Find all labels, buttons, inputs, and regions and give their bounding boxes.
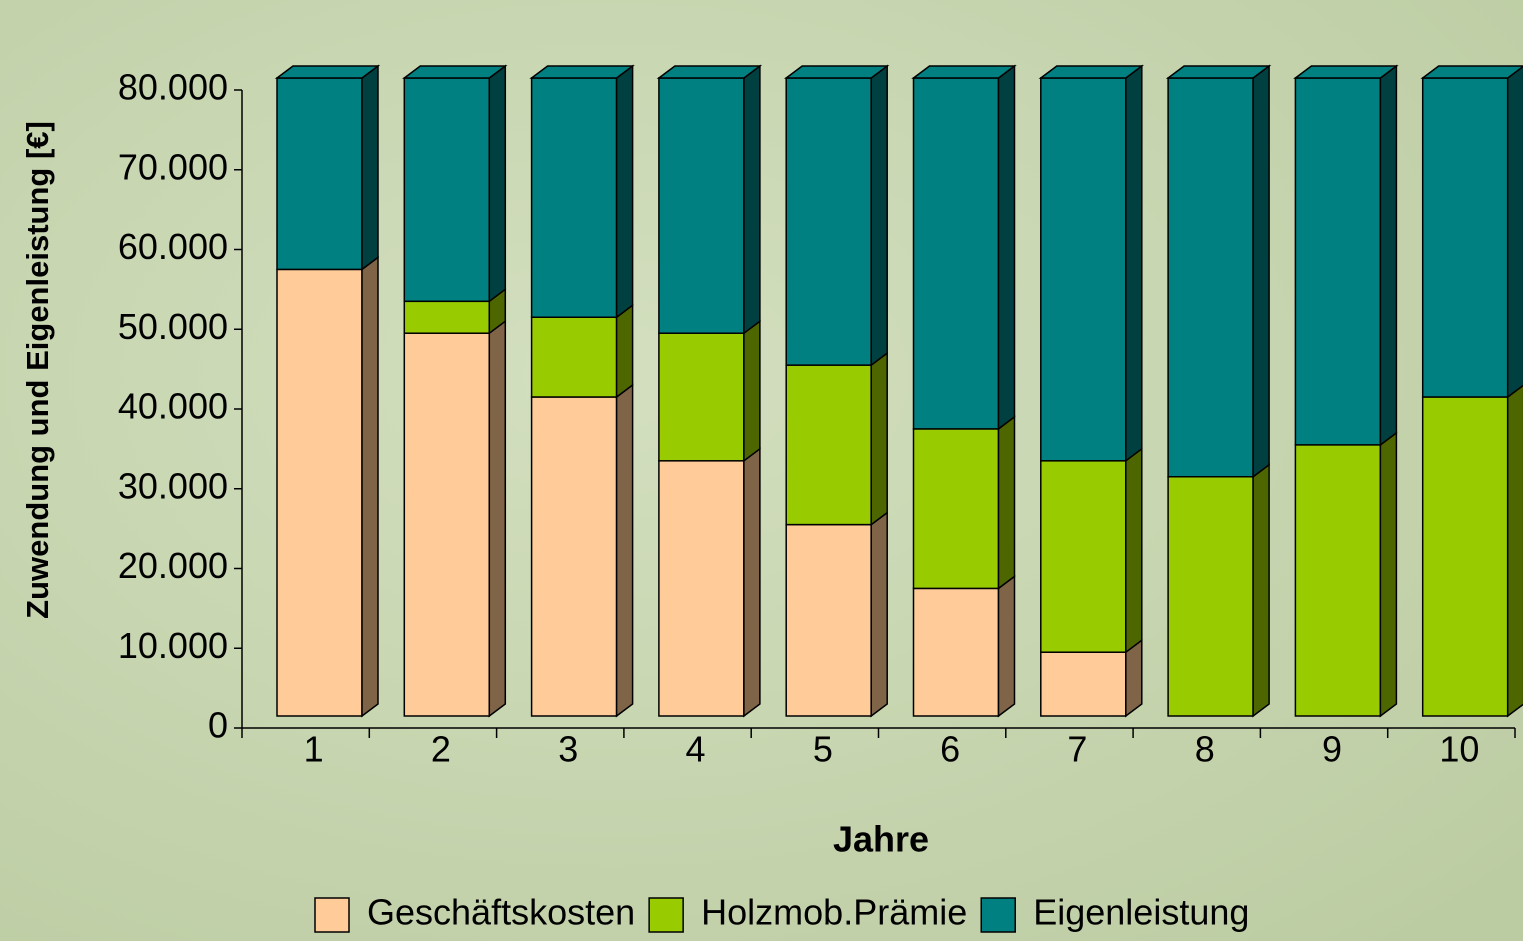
x-tick-label: 7 [1067,729,1087,770]
x-axis-label: Jahre [833,819,929,860]
bar-segment [1167,476,1254,717]
bar-top [1293,65,1399,79]
bar-segment [912,428,1000,590]
bar-segment [658,460,745,717]
x-tick-label: 9 [1322,729,1342,770]
bar-segment [403,332,491,717]
bar-segment [1294,77,1382,446]
legend-swatch [314,897,350,933]
x-tick-label: 1 [304,729,324,770]
bar-segment [403,300,491,334]
bar-segment [1040,651,1127,717]
bar-segment [658,77,745,334]
bar-segment [1040,77,1127,462]
bar-top [274,65,381,79]
bar-side [997,574,1016,718]
bar-top [783,65,890,79]
bar-side [488,319,507,718]
bar-side [1125,64,1143,463]
bar-segment [912,587,1000,717]
x-tick-label: 2 [431,729,451,770]
bar-side [1125,638,1143,718]
bar-side [1252,463,1270,718]
y-tick-label: 80.000 [118,67,228,108]
bar-segment [1421,77,1509,398]
bar-side [1379,64,1398,447]
bar-segment [276,77,363,271]
bar-side [1379,431,1398,718]
bar-side [1252,64,1270,479]
y-tick-label: 60.000 [118,226,228,267]
bar-side [997,415,1016,590]
bar-segment [658,332,745,462]
bar-side [1506,384,1523,718]
bar-side [361,64,379,271]
y-tick-label: 0 [208,705,228,746]
legend-swatch [980,897,1016,933]
y-tick-label: 30.000 [118,465,228,506]
y-axis-label: Zuwendung und Eigenleistung [€] [20,121,55,619]
bar-segment [530,396,618,717]
bar-segment [1167,77,1254,478]
y-tick-label: 40.000 [118,386,228,427]
bar-top [1038,65,1145,79]
bar-side [997,64,1016,431]
bar-top [529,65,635,79]
bar-top [911,65,1017,79]
bar-side [361,255,379,718]
bar-segment [1040,460,1127,653]
y-tick-label: 70.000 [118,146,228,187]
bar-segment [403,77,491,303]
y-tick-label: 10.000 [118,625,228,666]
x-tick-label: 4 [686,729,706,770]
bar-top [402,65,508,79]
bar-side [870,64,888,367]
bar-side [743,447,761,718]
bar-side [1506,65,1523,399]
bar-top [656,65,763,79]
bar-top [1165,65,1272,79]
bar-side [870,511,888,718]
bar-side [743,319,761,463]
bar-side [743,64,761,335]
bar-segment [912,77,1000,430]
y-tick-label: 50.000 [118,306,228,347]
bar-side [615,64,634,319]
bar-side [615,383,634,718]
y-tick-label: 20.000 [118,545,228,586]
legend-label: Geschäftskosten [367,892,635,933]
bar-segment [785,364,872,526]
x-tick-label: 8 [1195,729,1215,770]
x-tick-label: 10 [1439,729,1479,770]
bar-segment [1294,444,1382,717]
bar-segment [276,268,363,717]
bar-top [1420,65,1523,79]
bar-segment [1421,396,1509,717]
bar-side [488,64,507,303]
x-tick-label: 5 [813,729,833,770]
bar-segment [530,316,618,398]
legend-label: Eigenleistung [1033,892,1249,933]
bar-segment [785,523,872,717]
legend-label: Holzmob.Prämie [701,892,967,933]
legend-swatch [648,897,684,933]
bar-segment [530,77,618,318]
x-tick-label: 3 [558,729,578,770]
bar-segment [785,77,872,366]
x-tick-label: 6 [940,729,960,770]
bar-side [1125,447,1143,654]
bar-side [870,351,888,527]
bar-side [615,303,634,399]
